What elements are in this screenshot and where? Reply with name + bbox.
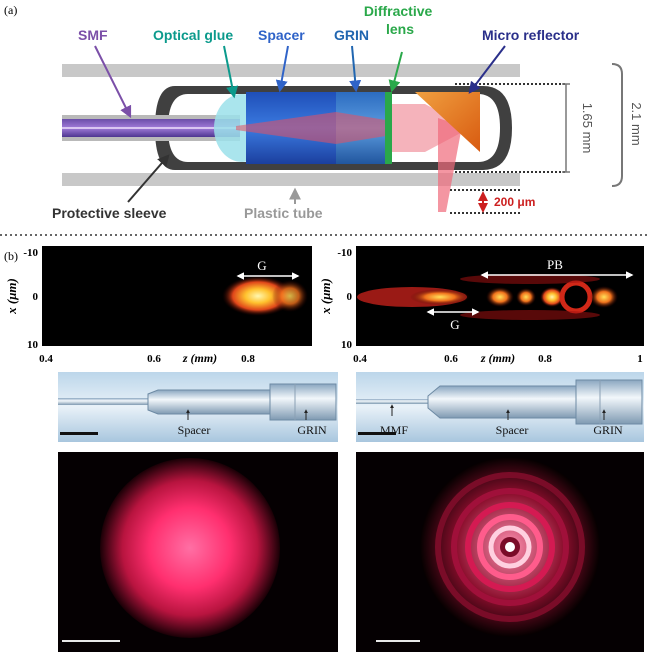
- protective-sleeve-label: Protective sleeve: [52, 205, 167, 221]
- diffractive-lens-label-line1: Diffractive: [364, 3, 433, 19]
- spacer-label: Spacer: [258, 27, 305, 43]
- left-photo-spacer-label: Spacer: [178, 423, 211, 437]
- panel-b-label: (b): [4, 249, 18, 263]
- right-ztick-1: 0.6: [444, 353, 458, 365]
- optical-glue-label: Optical glue: [153, 27, 233, 43]
- left-ztick-2: 0.8: [241, 353, 255, 365]
- left-intensity-map: G: [42, 246, 312, 346]
- plastic-tube-top: [62, 64, 520, 77]
- left-ytick-top: -10: [23, 247, 38, 259]
- left-z-axis-title: z (mm): [182, 351, 217, 365]
- left-ztick-0: 0.4: [39, 353, 53, 365]
- right-ztick-0: 0.4: [353, 353, 367, 365]
- right-probe-photo: MMF Spacer GRIN: [356, 372, 644, 442]
- left-x-axis-title: x (μm): [4, 278, 19, 315]
- micro-reflector-label: Micro reflector: [482, 27, 580, 43]
- right-photo-mmf-label: MMF: [380, 423, 408, 437]
- left-probe-photo: Spacer GRIN: [58, 372, 338, 442]
- right-photo-grin-label: GRIN: [593, 423, 623, 437]
- left-ytick-bottom: 10: [27, 339, 39, 351]
- dimension-gap-label: 200 μm: [494, 195, 535, 209]
- beam-inside: [236, 112, 386, 144]
- right-ztick-3: 1: [637, 353, 643, 365]
- beam-down: [438, 118, 462, 212]
- right-ztick-2: 0.8: [538, 353, 552, 365]
- left-photo-grin-label: GRIN: [297, 423, 327, 437]
- micro-reflector: [415, 92, 480, 152]
- smf-label: SMF: [78, 27, 108, 43]
- diffractive-lens: [385, 92, 392, 164]
- right-intensity-map: PB G: [356, 246, 644, 346]
- right-z-axis-title: z (mm): [480, 351, 515, 365]
- right-beam-spot: [356, 452, 644, 652]
- left-beam-spot: [58, 452, 338, 652]
- grin-label: GRIN: [334, 27, 369, 43]
- panel-a-label: (a): [4, 3, 17, 17]
- diffractive-lens-label-line2: lens: [386, 21, 414, 37]
- right-pb-label: PB: [547, 257, 563, 272]
- left-ztick-1: 0.6: [147, 353, 161, 365]
- diffractive-lens-label: Diffractive lens: [364, 3, 436, 37]
- dimension-inner-label: 1.65 mm: [580, 103, 595, 154]
- plastic-tube-bottom: [62, 173, 520, 186]
- right-ytick-bottom: 10: [341, 339, 353, 351]
- right-g-label: G: [450, 317, 459, 332]
- right-ytick-mid: 0: [347, 291, 353, 303]
- dimension-outer-label: 2.1 mm: [629, 102, 644, 145]
- beam-out: [392, 104, 470, 152]
- left-ytick-mid: 0: [33, 291, 39, 303]
- right-photo-spacer-label: Spacer: [496, 423, 529, 437]
- right-x-axis-title: x (μm): [318, 278, 333, 315]
- plastic-tube-label: Plastic tube: [244, 205, 323, 221]
- left-g-label: G: [257, 258, 266, 273]
- right-ytick-top: -10: [337, 247, 352, 259]
